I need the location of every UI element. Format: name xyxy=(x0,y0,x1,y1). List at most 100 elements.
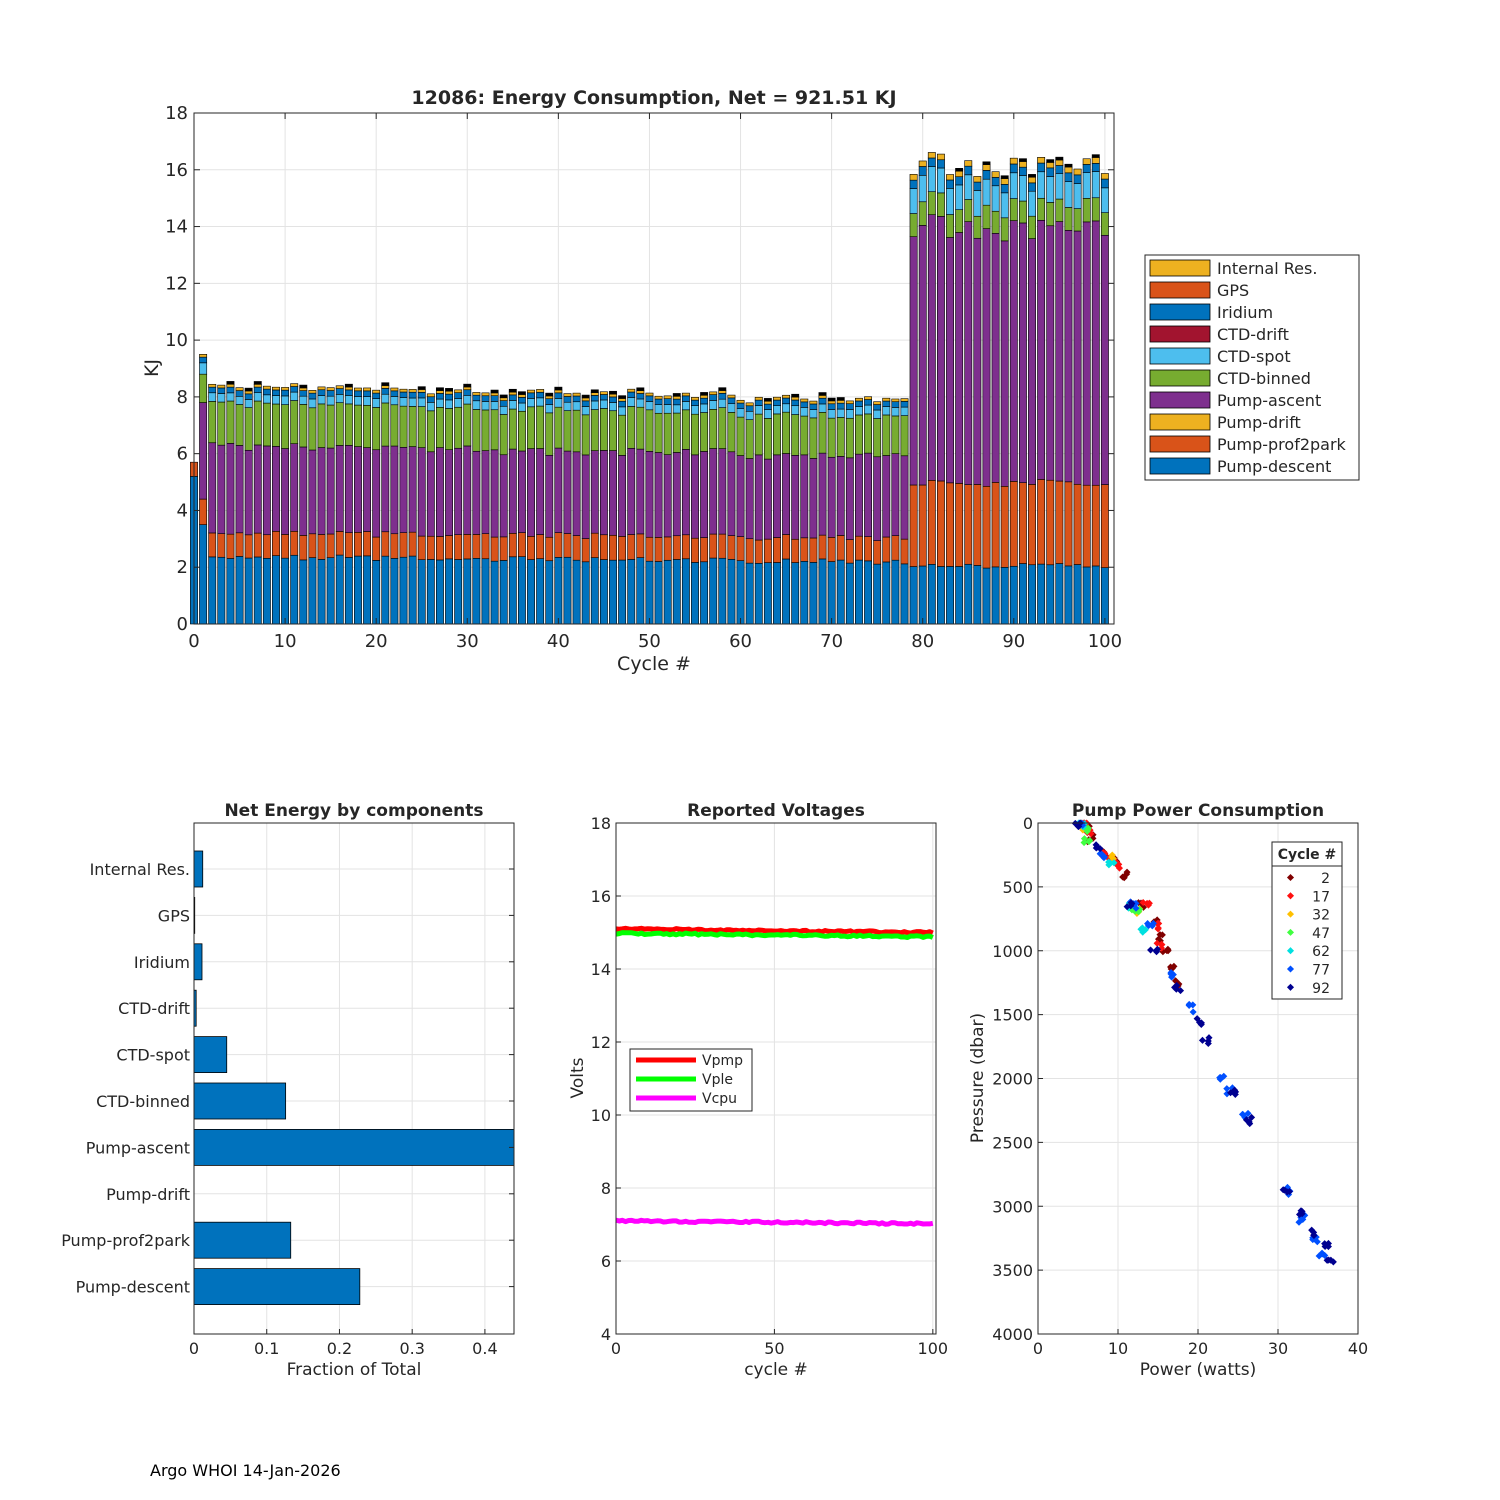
energy-bar-segment xyxy=(472,392,481,396)
energy-bar-segment xyxy=(226,386,235,394)
components-bar xyxy=(193,943,203,981)
energy-bar-segment xyxy=(226,443,235,535)
energy-bar-segment xyxy=(499,394,508,399)
voltages-ytick-label: 10 xyxy=(591,1106,611,1125)
energy-bar-segment xyxy=(927,166,936,193)
energy-bar-segment xyxy=(964,165,973,176)
energy-bar-segment xyxy=(909,174,918,181)
energy-bar-segment xyxy=(581,454,590,539)
energy-bar-segment xyxy=(909,188,918,214)
pump-legend-label: 2 xyxy=(1321,871,1330,887)
energy-bar-segment xyxy=(426,402,435,412)
pump-legend-title: Cycle # xyxy=(1278,847,1337,863)
energy-bar-segment xyxy=(499,400,508,407)
energy-bar-segment xyxy=(936,153,945,161)
energy-bar-segment xyxy=(253,386,262,394)
energy-bar-segment xyxy=(836,400,845,404)
energy-bar-segment xyxy=(800,560,809,625)
energy-bar-segment xyxy=(326,447,335,535)
energy-bar-segment xyxy=(545,536,554,562)
energy-bar-segment xyxy=(1064,207,1073,231)
energy-bar-segment xyxy=(1100,178,1109,189)
energy-legend-label: Iridium xyxy=(1217,303,1273,322)
energy-bar-segment xyxy=(955,483,964,567)
energy-bar-segment xyxy=(791,455,800,540)
energy-bar-segment xyxy=(326,557,335,625)
energy-bar-segment xyxy=(481,533,490,560)
voltages-legend: Vpmp Vple Vcpu xyxy=(629,1048,753,1112)
energy-bar-segment xyxy=(317,386,326,391)
voltages-legend-label: Vpmp xyxy=(702,1053,743,1069)
energy-bar-segment xyxy=(344,395,353,405)
energy-bar-segment xyxy=(955,184,964,210)
energy-bar-segment xyxy=(791,396,800,401)
energy-bar-segment xyxy=(818,452,827,536)
energy-bar-segment xyxy=(426,393,435,398)
energy-bar-segment xyxy=(955,232,964,484)
energy-bar-segment xyxy=(1055,173,1064,200)
components-category-label: CTD-binned xyxy=(96,1092,190,1111)
energy-bar-segment xyxy=(499,536,508,561)
energy-bar-segment xyxy=(381,393,390,404)
energy-bar-segment xyxy=(1055,480,1064,564)
energy-bar-segment xyxy=(773,562,781,625)
energy-bar-segment xyxy=(982,567,991,625)
energy-bar-segment xyxy=(727,451,736,536)
energy-bar-segment xyxy=(827,403,836,410)
energy-bar-segment xyxy=(463,558,472,625)
energy-bar-segment xyxy=(672,452,681,537)
energy-legend-items: Internal Res. GPS Iridium CTD-drift CTD-spot… xyxy=(1149,259,1347,476)
energy-bar-segment xyxy=(563,393,572,397)
energy-bar-segment xyxy=(290,400,299,444)
components-grid xyxy=(193,823,514,1334)
energy-bar-segment xyxy=(736,399,745,404)
energy-bar-segment xyxy=(435,447,444,537)
energy-legend-swatch xyxy=(1149,435,1211,453)
energy-bar-segment xyxy=(1046,176,1055,203)
energy-bar-segment xyxy=(855,397,863,402)
energy-bar-segment xyxy=(508,408,517,450)
energy-bar-segment xyxy=(973,190,982,217)
energy-bar-segment xyxy=(927,191,936,215)
energy-bar-segment xyxy=(691,399,699,406)
energy-bar-segment xyxy=(818,403,827,413)
energy-bar-segment xyxy=(982,204,991,229)
energy-bar-segment xyxy=(800,454,809,539)
energy-bar-segment xyxy=(991,482,1000,568)
energy-bar-segment xyxy=(991,185,1000,212)
voltages-xtick-label: 0 xyxy=(611,1339,621,1358)
energy-ytick-label: 8 xyxy=(177,387,188,408)
energy-bar-segment xyxy=(1046,225,1055,481)
pump-title: Pump Power Consumption xyxy=(1072,801,1324,821)
energy-bar-segment xyxy=(354,396,362,406)
energy-bar-segment xyxy=(536,405,545,449)
energy-bar-segment xyxy=(1037,563,1046,625)
energy-bar-segment xyxy=(527,536,535,560)
pump-legend-label: 47 xyxy=(1312,926,1330,942)
energy-bar-segment xyxy=(599,399,608,409)
energy-bar-segment xyxy=(681,395,690,402)
energy-bar-segment xyxy=(308,557,317,625)
energy-bar-segment xyxy=(281,448,290,535)
energy-bar-segment xyxy=(536,391,545,399)
energy-bar-segment xyxy=(736,536,745,561)
energy-bar-segment xyxy=(463,445,472,535)
energy-bar-segment xyxy=(718,448,727,535)
energy-bar-segment xyxy=(973,215,982,239)
energy-bar-segment xyxy=(344,386,353,391)
energy-bar-segment xyxy=(681,392,690,397)
energy-bar-segment xyxy=(199,498,208,525)
energy-bar-segment xyxy=(636,398,645,408)
energy-bar-segment xyxy=(344,557,353,625)
energy-bar-segment xyxy=(1100,567,1109,625)
energy-bar-segment xyxy=(445,388,453,392)
energy-bar-segment xyxy=(855,559,863,625)
energy-bar-segment xyxy=(782,394,791,399)
energy-bar-segment xyxy=(1000,567,1009,625)
energy-bar-segment xyxy=(508,532,517,558)
energy-bar-segment xyxy=(244,534,253,559)
energy-bar-segment xyxy=(691,562,699,625)
energy-bar-segment xyxy=(627,388,636,393)
energy-bar-segment xyxy=(508,448,517,534)
